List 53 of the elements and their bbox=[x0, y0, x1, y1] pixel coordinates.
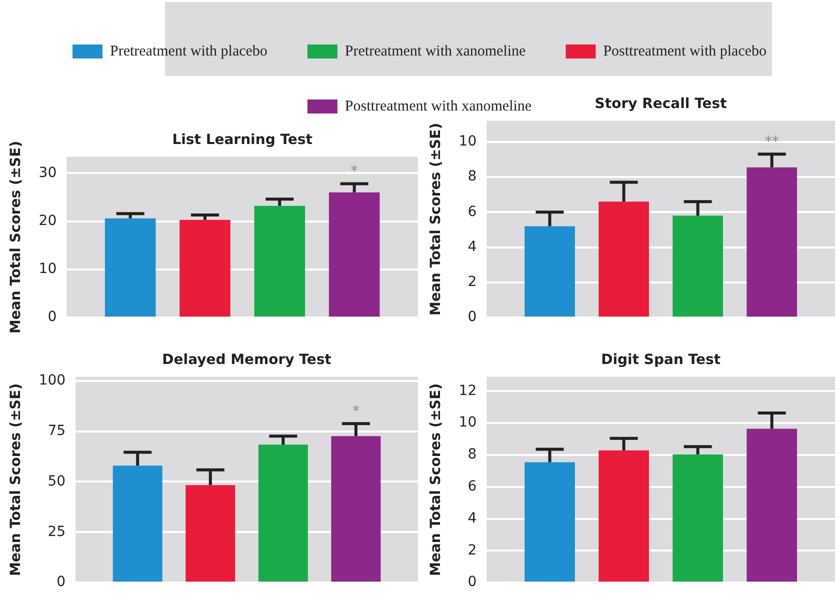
y-tick-label: 0 bbox=[56, 574, 66, 590]
y-tick-label: 10 bbox=[458, 134, 477, 150]
bar bbox=[672, 454, 723, 582]
y-axis-title: Mean Total Scores (±SE) bbox=[8, 383, 24, 576]
y-tick-label: 4 bbox=[468, 510, 477, 526]
y-tick-label: 20 bbox=[38, 212, 57, 229]
bar bbox=[746, 428, 798, 582]
legend-label: Pretreatment with placebo bbox=[110, 43, 268, 60]
bar bbox=[672, 216, 723, 317]
legend-label: Posttreatment with xanomeline bbox=[344, 98, 532, 114]
y-axis-title: Mean Total Scores (±SE) bbox=[428, 383, 444, 576]
y-tick-label: 50 bbox=[48, 473, 66, 490]
bar bbox=[180, 220, 230, 317]
y-tick-label: 0 bbox=[48, 309, 57, 326]
bar bbox=[331, 436, 381, 582]
chart-title: Story Recall Test bbox=[594, 96, 728, 112]
bar bbox=[328, 192, 380, 317]
y-tick-label: 30 bbox=[38, 164, 57, 181]
y-tick-label: 10 bbox=[38, 261, 57, 278]
bar bbox=[112, 466, 162, 582]
bar bbox=[258, 444, 308, 582]
annotation: * bbox=[352, 403, 360, 420]
chart-title: Digit Span Test bbox=[601, 352, 721, 368]
bar bbox=[598, 450, 649, 582]
y-tick-label: 8 bbox=[468, 168, 477, 185]
bar bbox=[524, 226, 575, 317]
y-axis-title: Mean Total Scores (±SE) bbox=[428, 122, 444, 316]
y-tick-label: 6 bbox=[468, 478, 477, 495]
legend-label: Posttreatment with placebo bbox=[603, 43, 767, 60]
y-axis-title: Mean Total Scores (±SE) bbox=[8, 140, 24, 334]
y-tick-label: 10 bbox=[458, 414, 477, 431]
y-tick-label: 100 bbox=[38, 372, 66, 388]
legend-label: Pretreatment with xanomeline bbox=[344, 43, 526, 60]
y-tick-label: 8 bbox=[468, 446, 477, 463]
bar bbox=[254, 206, 306, 317]
y-tick-label: 12 bbox=[458, 382, 477, 399]
bar bbox=[524, 462, 575, 582]
y-tick-label: 0 bbox=[468, 309, 477, 326]
y-tick-label: 2 bbox=[468, 542, 477, 558]
chart-title: List Learning Test bbox=[172, 132, 313, 148]
y-tick-label: 4 bbox=[468, 238, 477, 255]
annotation: * bbox=[350, 163, 358, 180]
bar bbox=[746, 167, 798, 317]
y-tick-label: 6 bbox=[468, 204, 477, 220]
bar bbox=[598, 202, 649, 317]
y-tick-label: 2 bbox=[468, 274, 477, 290]
annotation: ** bbox=[764, 134, 779, 150]
y-tick-label: 75 bbox=[48, 422, 66, 439]
bar bbox=[104, 218, 156, 317]
chart-title: Delayed Memory Test bbox=[162, 352, 332, 368]
y-tick-label: 25 bbox=[48, 524, 66, 540]
y-tick-label: 0 bbox=[468, 574, 477, 590]
bar bbox=[186, 485, 236, 582]
